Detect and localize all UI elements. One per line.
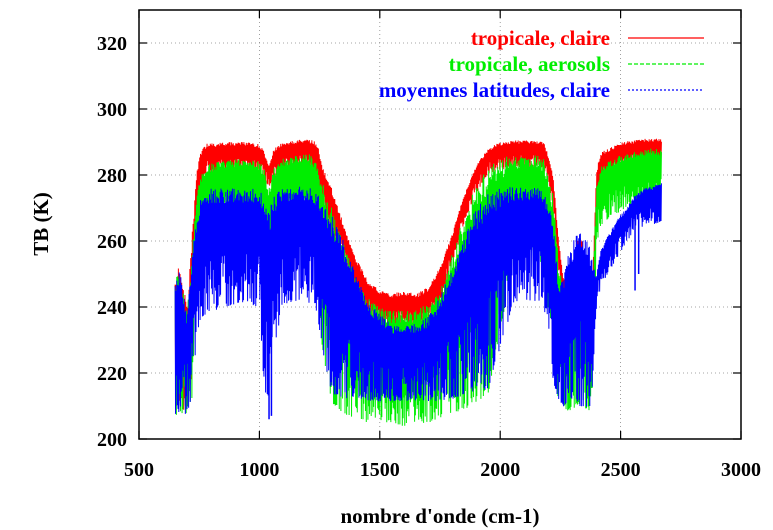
x-tick-label: 2000 — [480, 459, 520, 481]
series-3 — [174, 183, 662, 420]
axis-ticks — [138, 10, 742, 440]
y-tick-label: 240 — [97, 297, 127, 319]
x-axis-title: nombre d'onde (cm-1) — [340, 504, 539, 528]
y-tick-label: 280 — [97, 165, 127, 187]
x-tick-label: 1000 — [239, 459, 279, 481]
legend-item: tropicale, aerosols — [449, 52, 704, 76]
y-tick-label: 200 — [97, 429, 127, 451]
legend-item: moyennes latitudes, claire — [379, 78, 704, 102]
plot-frame — [138, 9, 742, 440]
x-tick-label: 500 — [124, 459, 154, 481]
plot-area — [174, 138, 662, 426]
y-tick-label: 300 — [97, 99, 127, 121]
x-tick-label: 2500 — [601, 459, 641, 481]
legend-label: tropicale, claire — [471, 26, 610, 50]
legend-item: tropicale, claire — [471, 26, 704, 50]
legend-label: tropicale, aerosols — [449, 52, 610, 76]
series-line — [174, 183, 662, 414]
y-tick-label: 320 — [97, 33, 127, 55]
y-tick-label: 220 — [97, 363, 127, 385]
y-axis-title: TB (K) — [29, 192, 53, 256]
x-tick-label: 3000 — [721, 459, 761, 481]
legend-label: moyennes latitudes, claire — [379, 78, 610, 102]
axis-tick-labels: 500 1000 1500 2000 2500 3000 200 220 240 260 280 30… — [97, 33, 761, 481]
x-tick-label: 1500 — [360, 459, 400, 481]
y-tick-label: 260 — [97, 231, 127, 253]
